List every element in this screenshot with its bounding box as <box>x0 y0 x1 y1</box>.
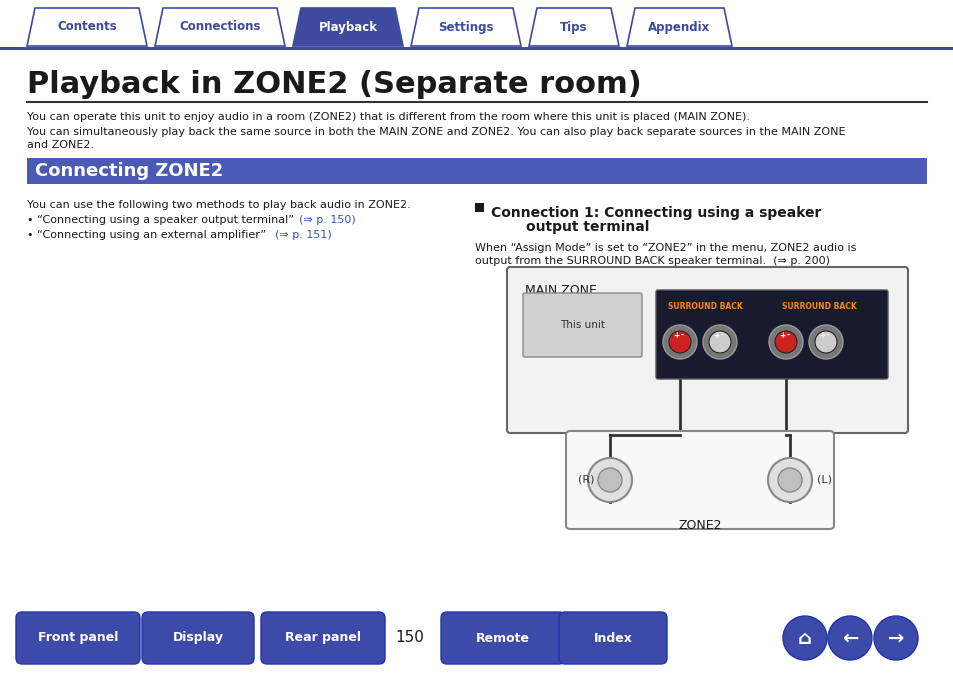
Text: -: - <box>680 331 683 340</box>
Text: You can simultaneously play back the same source in both the MAIN ZONE and ZONE2: You can simultaneously play back the sam… <box>27 127 844 137</box>
Circle shape <box>782 616 826 660</box>
Text: Index: Index <box>593 631 632 645</box>
FancyBboxPatch shape <box>506 267 907 433</box>
FancyBboxPatch shape <box>656 290 887 379</box>
Text: Appendix: Appendix <box>648 20 710 34</box>
Polygon shape <box>626 8 731 46</box>
FancyBboxPatch shape <box>558 612 666 664</box>
Text: Tips: Tips <box>559 20 587 34</box>
FancyBboxPatch shape <box>16 612 140 664</box>
Text: You can operate this unit to enjoy audio in a room (ZONE2) that is different fro: You can operate this unit to enjoy audio… <box>27 112 749 122</box>
FancyBboxPatch shape <box>142 612 253 664</box>
Circle shape <box>873 616 917 660</box>
Text: Connection 1: Connecting using a speaker: Connection 1: Connecting using a speaker <box>491 206 821 220</box>
Polygon shape <box>293 8 402 46</box>
Circle shape <box>662 325 697 359</box>
Text: SURROUND BACK: SURROUND BACK <box>781 302 856 311</box>
Circle shape <box>708 331 730 353</box>
FancyBboxPatch shape <box>522 293 641 357</box>
Circle shape <box>808 325 842 359</box>
Bar <box>475 203 483 212</box>
Text: 150: 150 <box>395 631 424 645</box>
Circle shape <box>767 458 811 502</box>
Text: →: → <box>887 629 903 647</box>
Polygon shape <box>27 8 147 46</box>
Text: Remote: Remote <box>476 631 530 645</box>
Text: Connections: Connections <box>179 20 260 34</box>
Bar <box>27 158 926 184</box>
Text: (⇒ p. 150): (⇒ p. 150) <box>298 215 355 225</box>
Circle shape <box>778 468 801 492</box>
Polygon shape <box>154 8 285 46</box>
Text: Rear panel: Rear panel <box>285 631 360 645</box>
Polygon shape <box>529 8 618 46</box>
Circle shape <box>598 468 621 492</box>
Text: • “Connecting using an external amplifier”: • “Connecting using an external amplifie… <box>27 230 266 240</box>
Circle shape <box>668 331 690 353</box>
Text: +: + <box>818 331 824 340</box>
Text: output terminal: output terminal <box>525 220 649 234</box>
Text: Display: Display <box>172 631 223 645</box>
Text: You can use the following two methods to play back audio in ZONE2.: You can use the following two methods to… <box>27 200 411 210</box>
Circle shape <box>774 331 796 353</box>
Text: (R): (R) <box>578 475 594 485</box>
Text: MAIN ZONE: MAIN ZONE <box>524 284 597 297</box>
Text: ZONE2: ZONE2 <box>678 519 721 532</box>
Text: • “Connecting using a speaker output terminal”: • “Connecting using a speaker output ter… <box>27 215 294 225</box>
Text: Front panel: Front panel <box>38 631 118 645</box>
Text: Contents: Contents <box>57 20 117 34</box>
Text: When “Assign Mode” is set to “ZONE2” in the menu, ZONE2 audio is: When “Assign Mode” is set to “ZONE2” in … <box>475 243 856 253</box>
Text: (⇒ p. 151): (⇒ p. 151) <box>274 230 332 240</box>
Circle shape <box>827 616 871 660</box>
FancyBboxPatch shape <box>565 431 833 529</box>
Text: -: - <box>786 331 789 340</box>
Text: Connecting ZONE2: Connecting ZONE2 <box>35 162 223 180</box>
Text: output from the SURROUND BACK speaker terminal.  (⇒ p. 200): output from the SURROUND BACK speaker te… <box>475 256 829 266</box>
Text: Playback: Playback <box>318 20 377 34</box>
Text: ⌂: ⌂ <box>797 629 811 647</box>
Text: Playback in ZONE2 (Separate room): Playback in ZONE2 (Separate room) <box>27 70 641 99</box>
Bar <box>0 47 953 50</box>
Polygon shape <box>411 8 520 46</box>
Text: +: + <box>712 331 719 340</box>
Text: +: + <box>672 331 679 340</box>
FancyBboxPatch shape <box>261 612 385 664</box>
Text: -: - <box>826 331 829 340</box>
Text: (L): (L) <box>816 475 831 485</box>
Circle shape <box>587 458 631 502</box>
Text: +: + <box>779 331 784 340</box>
Circle shape <box>702 325 737 359</box>
Text: Settings: Settings <box>437 20 494 34</box>
Text: and ZONE2.: and ZONE2. <box>27 140 94 150</box>
Text: -: - <box>720 331 723 340</box>
Circle shape <box>768 325 802 359</box>
Text: SURROUND BACK: SURROUND BACK <box>667 302 742 311</box>
FancyBboxPatch shape <box>440 612 564 664</box>
Text: ←: ← <box>841 629 858 647</box>
Text: This unit: This unit <box>559 320 604 330</box>
Circle shape <box>814 331 836 353</box>
